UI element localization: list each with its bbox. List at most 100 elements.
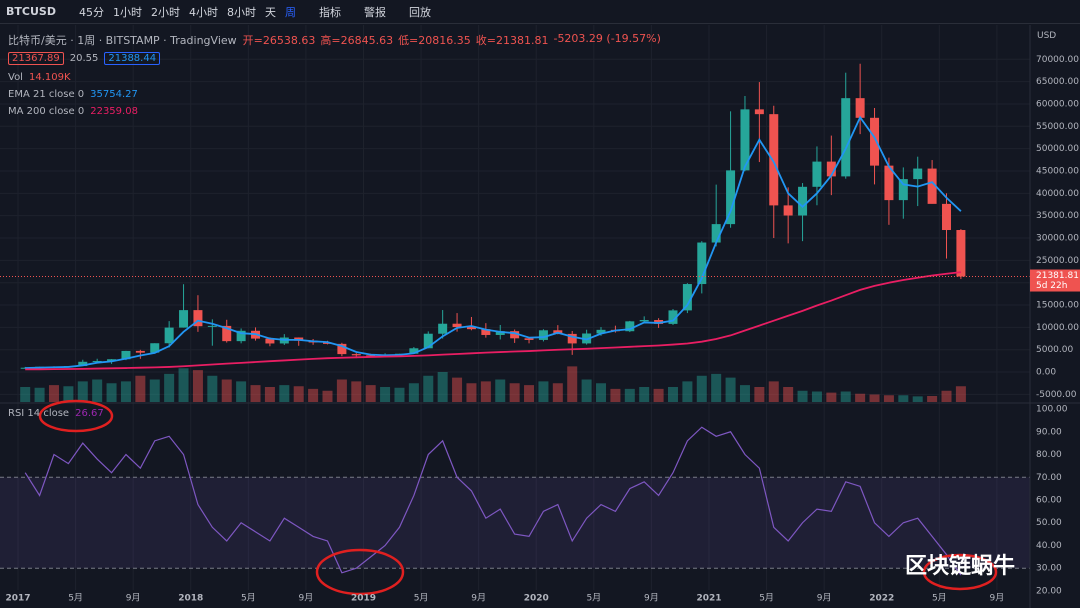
x-tick-label: 5月	[932, 593, 947, 604]
candle-body	[107, 359, 117, 361]
volume-bar	[221, 379, 232, 402]
series-name: RSI 14 close	[8, 408, 70, 419]
x-tick-label: 9月	[990, 593, 1005, 604]
candle-body	[322, 342, 332, 344]
volume-bar	[135, 375, 146, 402]
volume-bar	[351, 381, 362, 402]
volume-bar	[380, 387, 391, 402]
volume-bar	[336, 379, 347, 402]
volume-bar	[92, 379, 103, 402]
volume-bar	[696, 375, 707, 402]
candle-body	[913, 168, 923, 180]
series-name: MA 200 close 0	[8, 106, 85, 117]
volume-bar	[725, 377, 736, 402]
candle-body	[135, 350, 145, 353]
series-value: 35754.27	[90, 89, 138, 100]
currency[interactable]: USD	[1037, 31, 1057, 41]
symbol-title: 比特币/美元 · 1周 · BITSTAMP · TradingView	[8, 34, 237, 47]
ohlc-value: 低=20816.35	[398, 34, 471, 47]
candle-body	[855, 98, 865, 118]
candle-body	[639, 320, 649, 322]
x-tick-label: 5月	[414, 593, 429, 604]
volume-bar	[768, 381, 779, 402]
candle-body	[682, 284, 692, 311]
volume-bar	[855, 393, 866, 402]
x-tick-label: 5月	[759, 593, 774, 604]
x-tick-label: 5月	[68, 593, 83, 604]
candle-body	[92, 360, 102, 362]
candle-body	[150, 343, 160, 353]
series-value: 22359.08	[90, 106, 138, 117]
volume-bar	[106, 383, 117, 402]
interval-button[interactable]: 1小时	[112, 5, 142, 19]
volume-bar	[192, 370, 203, 402]
volume-name: Vol	[8, 72, 23, 83]
candle-body	[121, 350, 131, 360]
candle-body	[222, 325, 232, 342]
volume-bar	[63, 386, 74, 402]
volume-bar	[20, 387, 31, 402]
volume-bar	[322, 390, 333, 402]
interval-button[interactable]: 8小时	[226, 5, 256, 19]
volume-bar	[509, 383, 520, 402]
interval-button[interactable]: 4小时	[188, 5, 218, 19]
volume-bar	[120, 381, 131, 402]
x-tick-label: 9月	[299, 593, 314, 604]
ask[interactable]: 21388.44	[104, 52, 161, 65]
candle-body	[884, 165, 894, 201]
interval-button[interactable]: 天	[264, 5, 276, 19]
candle-body	[207, 325, 217, 327]
volume-bar	[423, 375, 434, 402]
tool-button[interactable]: 回放	[408, 5, 431, 19]
plot-layer	[0, 25, 1030, 590]
volume-bar	[869, 394, 880, 402]
volume-bar	[178, 368, 189, 402]
last-price-tag	[1030, 269, 1080, 292]
x-tick-label: 2019	[351, 594, 376, 604]
series-value: 26.67	[75, 408, 104, 419]
candle-body	[740, 109, 750, 171]
candle-body	[812, 161, 822, 187]
indicator-line	[25, 115, 962, 369]
candle-body	[236, 330, 246, 342]
ohlc: 开=26538.63 高=26845.63 低=20816.35 收=21381.81…	[243, 32, 661, 48]
y-tick-label: 30.00	[1036, 564, 1062, 574]
volume-bar	[164, 373, 175, 402]
y-tick-label: 80.00	[1036, 450, 1062, 460]
candle-body	[495, 331, 505, 335]
interval-button[interactable]: 45分	[78, 5, 104, 19]
candle-body	[870, 117, 880, 166]
candle-body	[654, 320, 664, 324]
ma-legend: MA 200 close 0 22359.08	[8, 106, 138, 117]
x-tick-label: 2022	[869, 594, 894, 604]
y-tick-label: 55000.00	[1036, 122, 1079, 132]
y-tick-label: 40000.00	[1036, 189, 1079, 199]
candle-body	[567, 333, 577, 344]
interval-button[interactable]: 周	[284, 5, 296, 19]
y-tick-label: 20.00	[1036, 586, 1062, 596]
x-tick-label: 2017	[5, 594, 30, 604]
x-tick-label: 9月	[644, 593, 659, 604]
y-tick-label: -5000.00	[1036, 390, 1077, 400]
ohlc-value: 开=26538.63	[242, 34, 316, 47]
volume-bar	[610, 388, 621, 402]
volume-bar	[797, 390, 808, 402]
x-tick-label: 9月	[126, 593, 141, 604]
candle-body	[510, 331, 520, 339]
symbol[interactable]: BTCUSD	[6, 5, 56, 18]
bid[interactable]: 21367.89	[8, 52, 64, 65]
candle-body	[798, 186, 808, 216]
candle-body	[481, 329, 491, 335]
ohlc-value: 收=21381.81	[475, 34, 549, 47]
candle-body	[423, 333, 433, 349]
tool-button[interactable]: 指标	[318, 5, 341, 19]
tool-button[interactable]: 警报	[363, 5, 386, 19]
y-tick-label: 50.00	[1036, 518, 1062, 528]
interval-button[interactable]: 2小时	[150, 5, 180, 19]
legend-title-row: 比特币/美元 · 1周 · BITSTAMP · TradingView 开=26…	[8, 32, 661, 48]
volume-bar	[365, 385, 376, 402]
y-tick-label: 0.00	[1036, 368, 1056, 378]
volume-bar	[279, 385, 290, 402]
volume-value: 14.109K	[28, 72, 71, 83]
